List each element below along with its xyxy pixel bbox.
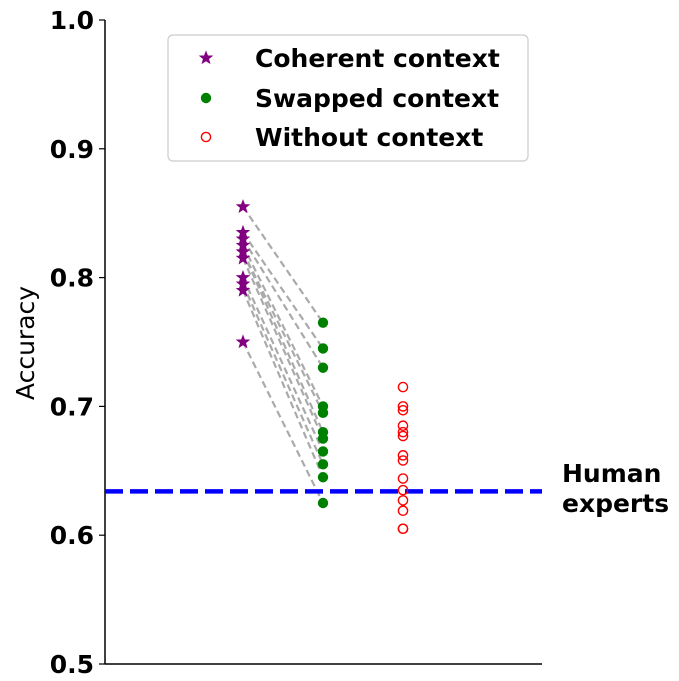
legend: Coherent context Swapped context Without c… bbox=[167, 34, 529, 162]
data-point bbox=[397, 484, 409, 496]
pair-line bbox=[242, 231, 324, 350]
pair-line bbox=[242, 341, 324, 504]
y-ticks: 0.5 0.6 0.7 0.8 0.9 1.0 bbox=[50, 6, 105, 679]
data-markers bbox=[235, 199, 409, 535]
pair-line bbox=[242, 277, 324, 452]
legend-marker bbox=[198, 50, 214, 65]
legend-marker bbox=[200, 92, 212, 104]
data-point bbox=[317, 343, 329, 354]
pair-line bbox=[241, 251, 325, 433]
legend-label: Coherent context bbox=[255, 44, 500, 73]
y-tick-label: 0.7 bbox=[50, 392, 94, 421]
pair-line bbox=[241, 290, 325, 478]
y-tick-label: 0.8 bbox=[50, 264, 94, 293]
data-point bbox=[317, 472, 329, 483]
legend-label: Swapped context bbox=[255, 84, 499, 113]
data-point bbox=[317, 497, 329, 509]
data-point bbox=[397, 381, 409, 393]
data-point bbox=[397, 495, 409, 506]
pair-line bbox=[242, 251, 324, 414]
data-point bbox=[317, 317, 329, 328]
y-axis-title: Accuracy bbox=[11, 286, 40, 400]
data-point bbox=[397, 430, 409, 442]
pair-line bbox=[242, 206, 324, 324]
data-point bbox=[397, 455, 409, 466]
pair-lines bbox=[241, 206, 325, 504]
pair-line bbox=[242, 244, 324, 407]
data-point bbox=[397, 404, 409, 416]
data-point bbox=[317, 459, 329, 470]
data-point bbox=[317, 446, 329, 457]
data-point bbox=[235, 334, 251, 349]
data-point bbox=[317, 362, 329, 373]
data-point bbox=[397, 450, 409, 461]
pair-line bbox=[242, 238, 324, 369]
data-point bbox=[397, 523, 409, 535]
y-tick-label: 0.9 bbox=[50, 135, 94, 164]
data-point bbox=[397, 505, 409, 517]
data-point bbox=[397, 426, 409, 438]
legend-label: Without context bbox=[255, 123, 483, 152]
data-point bbox=[235, 199, 251, 213]
y-tick-label: 0.5 bbox=[50, 650, 94, 679]
data-point bbox=[235, 282, 251, 297]
y-tick-label: 0.6 bbox=[50, 521, 94, 550]
pair-line bbox=[241, 283, 325, 465]
human-experts-label: experts bbox=[562, 489, 669, 518]
data-point bbox=[397, 401, 409, 412]
y-tick-label: 1.0 bbox=[50, 6, 94, 35]
data-point bbox=[317, 407, 329, 419]
legend-box bbox=[167, 34, 529, 162]
human-experts-label: Human bbox=[562, 459, 661, 488]
pair-line bbox=[241, 257, 325, 440]
data-point bbox=[235, 250, 251, 265]
data-point bbox=[397, 420, 409, 432]
legend-marker bbox=[200, 131, 212, 143]
data-point bbox=[317, 433, 329, 444]
data-point bbox=[397, 473, 409, 484]
